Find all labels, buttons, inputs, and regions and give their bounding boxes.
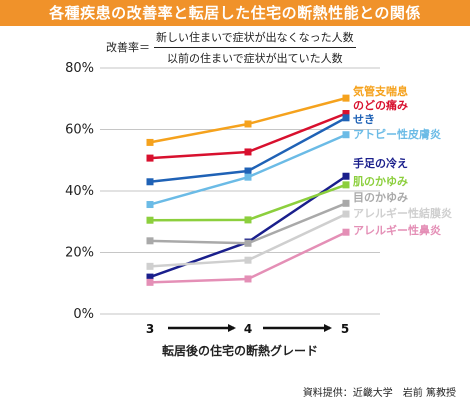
data-point xyxy=(244,275,252,283)
data-point xyxy=(146,154,154,162)
data-point xyxy=(146,237,154,245)
data-point xyxy=(244,148,252,156)
data-point xyxy=(244,120,252,128)
x-axis-label: 転居後の住宅の断熱グレード xyxy=(162,343,318,358)
data-point xyxy=(342,114,350,122)
series-label: アレルギー性結膜炎 xyxy=(353,206,452,220)
data-point xyxy=(342,131,350,139)
series-line xyxy=(149,96,347,144)
data-point xyxy=(244,216,252,224)
series-label: のどの痛み xyxy=(353,98,408,112)
data-point xyxy=(146,216,154,224)
series-label: 気管支喘息 xyxy=(353,84,408,98)
data-point xyxy=(146,138,154,146)
data-point xyxy=(244,173,252,181)
y-tick-label: 80% xyxy=(65,61,94,76)
series-label: 肌のかゆみ xyxy=(352,174,408,188)
x-tick-label: 4 xyxy=(244,322,252,336)
chart-title: 各種疾患の改善率と転居した住宅の断熱性能との関係 xyxy=(49,4,421,22)
grid-lines xyxy=(100,67,380,315)
series-label: アレルギー性鼻炎 xyxy=(353,223,441,237)
data-point xyxy=(146,278,154,286)
y-tick-label: 60% xyxy=(65,123,94,138)
formula-denominator: 以前の住まいで症状が出ていた人数 xyxy=(167,51,343,65)
data-point xyxy=(146,201,154,209)
formula-lhs: 改善率＝ xyxy=(106,41,150,54)
series-label: アトピー性皮膚炎 xyxy=(353,127,441,141)
data-point xyxy=(244,167,252,175)
y-tick-label: 40% xyxy=(65,184,94,199)
formula-fraction: 新しい住まいで症状が出なくなった人数 以前の住まいで症状が出ていた人数 xyxy=(154,29,356,66)
x-tick-label: 3 xyxy=(146,322,154,336)
data-point xyxy=(342,172,350,180)
series-label: 手足の冷え xyxy=(353,156,408,170)
x-tick-label: 5 xyxy=(341,322,349,336)
improvement-rate-formula: 改善率＝ 新しい住まいで症状が出なくなった人数 以前の住まいで症状が出ていた人数 xyxy=(106,29,356,66)
data-point xyxy=(146,178,154,186)
y-tick-label: 20% xyxy=(65,246,94,261)
chart-title-bar: 各種疾患の改善率と転居した住宅の断熱性能との関係 xyxy=(0,0,470,26)
series-label: 目のかゆみ xyxy=(353,191,408,204)
formula-numerator: 新しい住まいで症状が出なくなった人数 xyxy=(154,29,356,48)
data-point xyxy=(342,210,350,218)
data-point xyxy=(342,110,350,118)
y-tick-label: 0% xyxy=(73,307,94,322)
data-source-credit: 資料提供：近畿大学 岩前 篤教授 xyxy=(302,388,456,399)
x-axis-ticks: 3 4 5 xyxy=(146,322,349,336)
data-point xyxy=(146,262,154,270)
data-point xyxy=(342,181,350,189)
series-label: せき xyxy=(353,113,375,126)
series-labels: 気管支喘息のどの痛みせきアトピー性皮膚炎手足の冷え肌のかゆみ目のかゆみアレルギー… xyxy=(352,84,452,237)
series-lines xyxy=(146,94,350,286)
y-axis-ticks: 0% 20% 40% 60% 80% xyxy=(65,61,94,322)
data-point xyxy=(342,94,350,102)
data-point xyxy=(146,273,154,281)
data-point xyxy=(244,256,252,264)
data-point xyxy=(342,199,350,207)
data-point xyxy=(244,239,252,247)
data-point xyxy=(342,228,350,236)
